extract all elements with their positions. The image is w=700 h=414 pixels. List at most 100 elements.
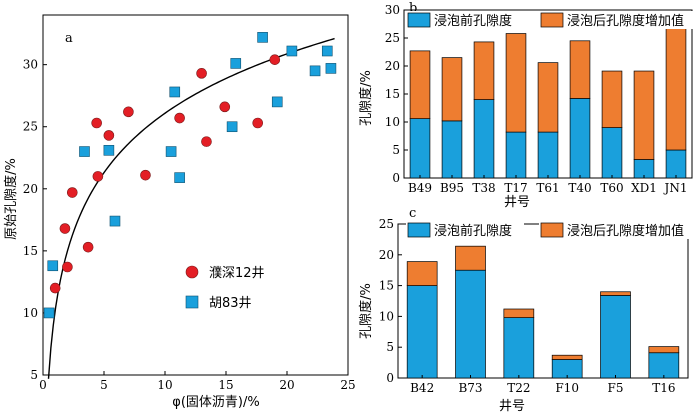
panel-a-fit-curve (47, 37, 335, 379)
panel-b-bar-t61-series-0 (537, 131, 559, 179)
panel-a-y-tick-label: 20 (23, 182, 38, 196)
panel-b-x-tick-label: T38 (472, 181, 495, 195)
panel-c-bar-t22-series-1 (503, 308, 535, 318)
panel-b-y-tick-label: 0 (392, 171, 400, 185)
panel-c-legend-bg-0 (406, 221, 524, 239)
panel-c-bar-t16-series-0 (648, 352, 680, 379)
panel-a-point-series-1 (309, 65, 321, 77)
panel-a-legend-label-1: 胡83井 (209, 296, 252, 311)
panel-c-x-tick-label: F10 (555, 381, 579, 395)
panel-a-point-series-0 (59, 223, 71, 234)
panel-b-bar-b49-series-0 (409, 118, 431, 179)
panel-a-point-series-0 (196, 68, 207, 79)
panel-a-point-series-0 (49, 282, 61, 294)
panel-a-point-series-0 (123, 106, 134, 118)
panel-a-point-series-1 (47, 260, 59, 272)
panel-a-x-tick-label: 20 (279, 378, 294, 392)
panel-c-bar-f5-series-0 (600, 295, 631, 379)
panel-b-bar-t38-series-0 (473, 99, 495, 179)
panel-a-point-series-1 (103, 145, 115, 156)
panel-b-bar-t40-series-1 (569, 40, 591, 99)
panel-c-bar-f5-series-1 (600, 291, 631, 296)
panel-b-bar-t17-series-0 (505, 131, 527, 179)
panel-b-x-tick-label: T17 (504, 181, 527, 195)
panel-a-point-series-1 (109, 215, 121, 227)
panel-c-bar-t16-series-1 (648, 346, 680, 354)
panel-a-label: a (65, 31, 73, 46)
panel-b-bar-t61-series-1 (537, 62, 559, 133)
panel-a-point-series-1 (169, 86, 181, 98)
panel-c-y-tick-label: 0 (386, 371, 394, 385)
panel-c-legend-label-0: 浸泡前孔隙度 (434, 223, 512, 239)
panel-a-point-series-0 (219, 101, 231, 113)
panel-a-legend-label-0: 濮深12井 (209, 266, 265, 281)
panel-a: a 原始孔隙度/% φ(固体沥青)/% 0 5 10 15 20 255101520253… (3, 14, 356, 410)
panel-b-y-tick-label: 30 (385, 3, 400, 17)
panel-b-y-tick-label: 15 (385, 87, 400, 101)
panel-a-point-series-0 (91, 117, 102, 129)
panel-b-x-tick-label: JN1 (663, 181, 688, 195)
panel-b-x-tick-label: T60 (600, 181, 623, 195)
panel-c-y-tick-label: 5 (386, 340, 394, 354)
panel-c-legend-swatch-1 (540, 222, 564, 238)
panel-a-y-tick-label: 5 (30, 368, 38, 382)
panel-b-x-tick-label: XD1 (631, 181, 657, 195)
panel-c-x-axis-label: 井号 (499, 399, 525, 414)
panel-b-bar-t60-series-1 (601, 70, 623, 128)
panel-c-y-axis-label: 孔隙度/% (358, 283, 374, 339)
panel-c-legend-label-1: 浸泡后孔隙度增加值 (567, 223, 684, 239)
panel-a-point-series-1 (79, 146, 90, 157)
panel-b-bar-b49-series-1 (409, 50, 431, 119)
panel-a-x-tick-label: 10 (157, 378, 172, 392)
panel-a-point-series-0 (174, 112, 185, 124)
panel-c-bar-b73-series-1 (455, 245, 486, 271)
panel-a-point-series-1 (226, 121, 238, 133)
panel-b-label: b (409, 1, 417, 16)
panel-b-bar-jn1-series-0 (665, 149, 687, 179)
panel-b-bar-t40-series-0 (569, 98, 591, 179)
panel-a-y-tick-label: 30 (23, 58, 38, 72)
panel-a-x-axis-label: φ(固体沥青)/% (172, 395, 259, 410)
panel-c-bar-b42-series-0 (406, 285, 438, 379)
panel-a-legend-marker-0 (185, 265, 199, 279)
panel-a-point-series-0 (103, 130, 115, 141)
panel-c-x-tick-label: B42 (410, 381, 434, 395)
panel-a-legend-marker-1 (185, 295, 199, 309)
panel-b: b 孔隙度/% 井号 0 5 10 15 20 25 30 B49 B95 T38 T17 T61 T4… (358, 1, 699, 210)
panel-a-point-series-1 (174, 172, 185, 183)
panel-a-point-series-1 (43, 307, 55, 319)
panel-a-point-series-1 (165, 146, 177, 157)
panel-a-point-series-1 (257, 32, 268, 43)
panel-b-y-axis-label: 孔隙度/% (358, 70, 374, 126)
panel-a-point-series-0 (252, 117, 264, 129)
panel-a-y-tick-label: 15 (23, 244, 38, 258)
panel-a-x-tick-label: 25 (340, 378, 355, 392)
panel-b-bar-xd1-series-1 (633, 70, 655, 160)
panel-c-x-tick-label: T16 (652, 381, 675, 395)
panel-b-bar-b95-series-0 (441, 120, 463, 179)
panel-a-point-series-0 (62, 261, 73, 273)
panel-a-point-series-0 (201, 136, 212, 147)
panel-b-legend-label-0: 浸泡前孔隙度 (434, 13, 512, 29)
panel-b-bar-jn1-series-1 (665, 28, 687, 151)
panel-c-x-tick-label: F5 (608, 381, 624, 395)
panel-c-y-tick-label: 15 (379, 279, 394, 293)
panel-c-y-tick-label: 10 (379, 309, 394, 323)
panel-b-legend-bg-0 (406, 11, 524, 29)
panel-c: c 孔隙度/% 井号 0 5 10 15 20 25 B42 B73 T22 F10 F5 T16 浸泡… (358, 206, 699, 414)
panel-b-bar-b95-series-1 (441, 57, 463, 122)
panel-a-y-axis-label: 原始孔隙度/% (3, 158, 19, 240)
panel-a-x-tick-label: 5 (100, 378, 108, 392)
panel-b-legend-swatch-1 (540, 12, 564, 28)
panel-b-x-tick-label: T40 (568, 181, 591, 195)
panel-c-label: c (409, 206, 416, 221)
panel-b-x-tick-label: B95 (440, 181, 464, 195)
panel-c-bar-b73-series-0 (455, 269, 486, 379)
panel-c-bar-b42-series-1 (406, 261, 438, 286)
panel-b-legend-bg-1 (539, 11, 699, 29)
panel-a-point-series-0 (140, 169, 151, 181)
panel-b-bar-t60-series-0 (601, 127, 623, 179)
panel-b-y-tick-label: 5 (392, 143, 400, 157)
panel-b-x-tick-label: B49 (408, 181, 432, 195)
